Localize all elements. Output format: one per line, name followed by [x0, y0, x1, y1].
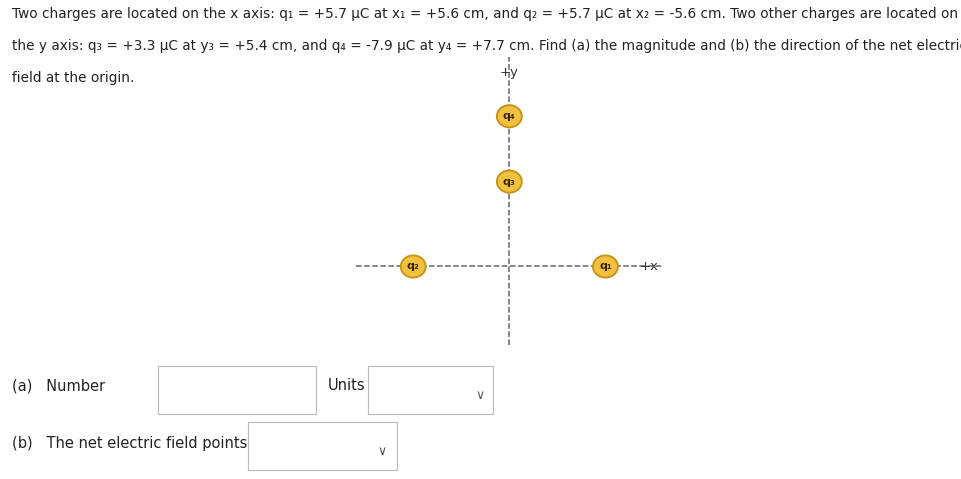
Text: ∨: ∨: [378, 445, 386, 458]
Text: q₄: q₄: [503, 111, 516, 121]
Text: +y: +y: [500, 66, 519, 79]
Text: +x: +x: [640, 260, 658, 273]
Text: (b)   The net electric field points: (b) The net electric field points: [12, 435, 247, 451]
Ellipse shape: [401, 255, 426, 278]
Text: Units: Units: [328, 378, 365, 393]
Text: field at the origin.: field at the origin.: [12, 71, 134, 85]
Text: ∨: ∨: [475, 388, 484, 402]
Text: i: i: [145, 384, 149, 399]
Ellipse shape: [593, 255, 618, 278]
Text: q₁: q₁: [599, 262, 612, 272]
Text: q₃: q₃: [503, 177, 516, 187]
Text: the y axis: q₃ = +3.3 μC at y₃ = +5.4 cm, and q₄ = -7.9 μC at y₄ = +7.7 cm. Find: the y axis: q₃ = +3.3 μC at y₃ = +5.4 cm…: [12, 39, 961, 53]
Text: (a)   Number: (a) Number: [12, 378, 105, 393]
Text: q₂: q₂: [407, 262, 420, 272]
Ellipse shape: [497, 171, 522, 193]
Text: Two charges are located on the x axis: q₁ = +5.7 μC at x₁ = +5.6 cm, and q₂ = +5: Two charges are located on the x axis: q…: [12, 7, 958, 21]
Ellipse shape: [497, 105, 522, 127]
